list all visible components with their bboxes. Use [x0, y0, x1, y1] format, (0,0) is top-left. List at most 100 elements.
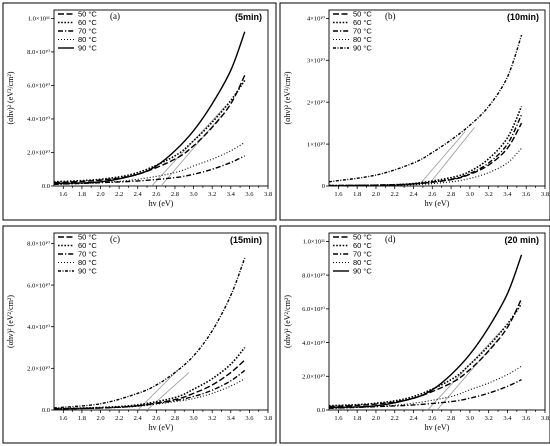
- x-tick-label: 2.2: [391, 415, 399, 422]
- y-tick-label: 0.0: [42, 183, 50, 190]
- series-line-4: [54, 378, 245, 410]
- legend-entry: 50 °C: [353, 10, 372, 19]
- x-tick-label: 2.8: [171, 415, 179, 422]
- legend-entry: 70 °C: [353, 250, 372, 259]
- panel-tag: (b): [385, 11, 396, 21]
- x-axis-label: hv (eV): [149, 423, 174, 432]
- y-tick-label: 6.0×10¹⁰: [27, 282, 50, 289]
- legend-entry: 60 °C: [353, 18, 372, 27]
- legend-entry: 50 °C: [78, 10, 97, 19]
- legend-entry: 80 °C: [78, 35, 97, 44]
- legend-entry: 70 °C: [78, 27, 97, 36]
- y-tick-label: 6.0×10¹⁰: [302, 306, 325, 313]
- x-tick-label: 2.0: [372, 191, 380, 198]
- x-tick-label: 3.6: [522, 191, 531, 198]
- legend-entry: 90 °C: [78, 267, 97, 276]
- panel-frame: [2, 2, 277, 221]
- y-tick-label: 2×10¹⁰: [307, 99, 325, 106]
- y-tick-label: 6.0×10¹⁰: [27, 83, 50, 90]
- x-tick-label: 1.6: [334, 191, 343, 198]
- panel-tag: (c): [110, 234, 120, 244]
- series-line-3: [54, 155, 246, 186]
- x-axis-label: hv (eV): [425, 423, 450, 432]
- fit-line: [427, 127, 475, 186]
- series-line-1: [329, 298, 523, 408]
- y-tick-label: 0.0: [317, 407, 325, 414]
- x-tick-label: 2.0: [372, 415, 380, 422]
- x-tick-label: 1.8: [353, 191, 361, 198]
- x-tick-label: 2.6: [428, 191, 437, 198]
- y-tick-label: 1.0×10¹¹: [28, 16, 50, 23]
- y-tick-label: 4×10¹⁰: [307, 16, 325, 23]
- x-tick-label: 2.4: [134, 415, 143, 422]
- legend-entry: 70 °C: [78, 250, 97, 259]
- chart-panel-2: 1.6 1.8 2.0 2.2 2.4 2.6 2.8 3.0 3.2 3.4 3.6 3.8 0 1×1…: [279, 2, 550, 221]
- x-tick-label: 1.6: [59, 191, 68, 198]
- panel-frame: [279, 2, 550, 221]
- x-tick-label: 3.6: [522, 415, 531, 422]
- plot-area: [328, 9, 546, 187]
- y-tick-label: 1×10¹⁰: [307, 141, 325, 148]
- series-line-4: [54, 141, 246, 185]
- x-tick-label: 2.0: [96, 191, 104, 198]
- series-line-2: [329, 303, 523, 407]
- x-tick-label: 3.0: [190, 415, 198, 422]
- fit-line: [151, 105, 227, 186]
- series-line-5: [54, 31, 246, 185]
- series-line-2: [54, 79, 246, 183]
- series-line-1: [54, 75, 246, 184]
- y-tick-label: 4.0×10¹⁰: [302, 340, 325, 347]
- x-tick-label: 2.2: [115, 191, 123, 198]
- y-tick-label: 1.0×10¹¹: [303, 239, 325, 246]
- time-label: (5min): [235, 12, 262, 22]
- x-tick-label: 3.4: [503, 191, 512, 198]
- fit-line: [436, 338, 499, 410]
- x-tick-label: 3.2: [485, 191, 493, 198]
- x-tick-label: 3.4: [227, 191, 236, 198]
- legend-entry: 50 °C: [353, 233, 372, 242]
- fit-line: [427, 328, 504, 410]
- time-label: (10min): [507, 12, 539, 22]
- fit-line: [417, 131, 466, 186]
- y-tick-label: 2.0×10¹⁰: [302, 373, 325, 380]
- legend-entry: 60 °C: [78, 18, 97, 27]
- fit-line: [137, 368, 180, 410]
- x-tick-label: 2.4: [409, 191, 418, 198]
- legend-entry: 60 °C: [78, 241, 97, 250]
- legend-entry: 70 °C: [353, 27, 372, 36]
- x-tick-label: 3.8: [541, 415, 549, 422]
- y-axis-label: (αhν)² (eV²/cm²): [6, 71, 15, 124]
- series-line-3: [329, 114, 523, 186]
- y-axis-label: (αhν)² (eV²/cm²): [283, 71, 292, 124]
- legend-entry: 80 °C: [78, 258, 97, 267]
- x-tick-label: 3.0: [466, 415, 474, 422]
- x-tick-label: 3.6: [245, 415, 254, 422]
- y-tick-label: 2.0×10¹⁰: [27, 366, 50, 373]
- fit-line: [146, 372, 190, 410]
- x-tick-label: 1.8: [78, 191, 86, 198]
- series-line-3: [329, 379, 522, 410]
- legend-entry: 90 °C: [353, 44, 372, 53]
- x-tick-label: 2.6: [152, 191, 161, 198]
- series-line-2: [54, 347, 246, 410]
- y-tick-label: 3×10¹⁰: [307, 57, 325, 64]
- legend-entry: 80 °C: [353, 35, 372, 44]
- legend-entry: 90 °C: [78, 44, 97, 53]
- time-label: (15min): [230, 235, 262, 245]
- y-tick-label: 4.0×10¹⁰: [27, 324, 50, 331]
- x-tick-label: 2.4: [409, 415, 418, 422]
- x-tick-label: 3.0: [466, 191, 474, 198]
- panel-tag: (d): [385, 234, 396, 244]
- y-tick-label: 8.0×10¹⁰: [27, 49, 50, 56]
- chart-panel-1: 1.6 1.8 2.0 2.2 2.4 2.6 2.8 3.0 3.2 3.4 3.6 3.8 0.0 2…: [2, 2, 277, 221]
- panel-tag: (a): [110, 11, 120, 21]
- x-tick-label: 1.8: [78, 415, 86, 422]
- x-tick-label: 3.4: [503, 415, 512, 422]
- x-tick-label: 2.2: [115, 415, 123, 422]
- y-tick-label: 2.0×10¹⁰: [27, 150, 50, 157]
- x-tick-label: 3.6: [245, 191, 254, 198]
- x-axis-label: hv (eV): [425, 199, 450, 208]
- chart-panel-4: 1.6 1.8 2.0 2.2 2.4 2.6 2.8 3.0 3.2 3.4 3.6 3.8 0.0 2…: [279, 225, 550, 444]
- x-tick-label: 2.8: [447, 191, 455, 198]
